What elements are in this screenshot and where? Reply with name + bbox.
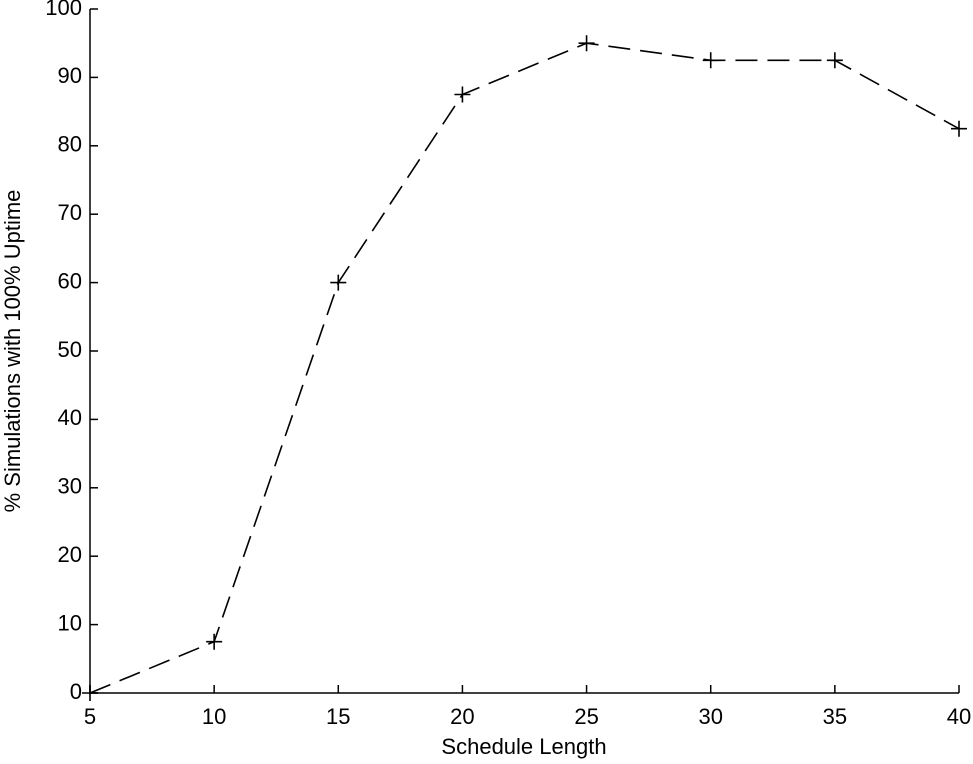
point-marker: [702, 52, 719, 69]
point-marker: [951, 120, 967, 137]
x-tick-label: 10: [202, 704, 226, 729]
x-tick-label: 5: [84, 704, 96, 729]
y-tick-label: 50: [58, 337, 82, 362]
point-marker: [578, 35, 595, 52]
y-tick-label: 10: [58, 610, 82, 635]
y-axis-label: % Simulations with 100% Uptime: [0, 190, 25, 513]
y-tick-label: 0: [70, 679, 82, 704]
x-tick-label: 25: [574, 704, 598, 729]
x-axis-label: Schedule Length: [441, 734, 606, 759]
y-tick-label: 90: [58, 63, 82, 88]
point-marker: [206, 633, 223, 650]
point-marker: [454, 86, 471, 103]
point-marker: [82, 685, 98, 701]
point-marker: [330, 274, 347, 291]
x-tick-label: 30: [698, 704, 722, 729]
point-marker: [826, 52, 843, 69]
y-tick-label: 100: [45, 0, 82, 20]
y-tick-label: 80: [58, 132, 82, 157]
x-tick-label: 15: [326, 704, 350, 729]
series-line: [89, 42, 960, 694]
y-tick-label: 20: [58, 542, 82, 567]
y-tick-label: 60: [58, 268, 82, 293]
y-tick-label: 30: [58, 474, 82, 499]
y-tick-label: 70: [58, 200, 82, 225]
x-tick-label: 35: [823, 704, 847, 729]
y-tick-label: 40: [58, 405, 82, 430]
x-tick-label: 20: [450, 704, 474, 729]
x-tick-label: 40: [947, 704, 971, 729]
